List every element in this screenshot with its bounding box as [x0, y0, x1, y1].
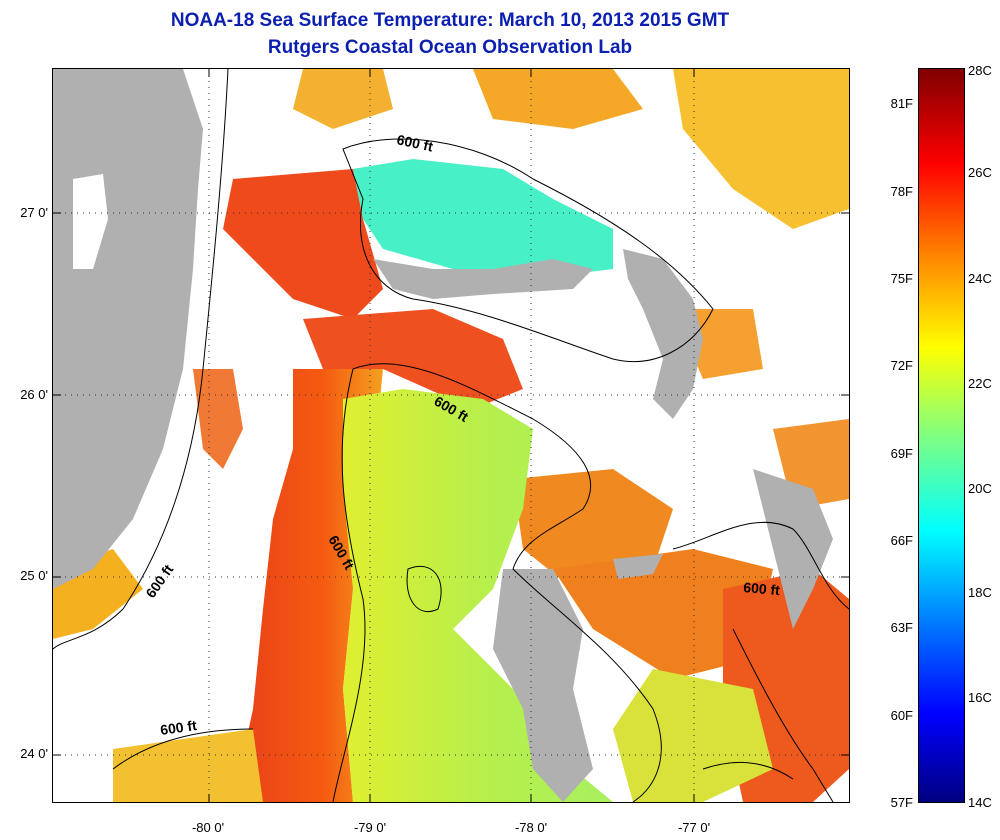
- lon-label-79: -79 0': [353, 820, 387, 835]
- map-subtitle: Rutgers Coastal Ocean Observation Lab: [267, 37, 633, 58]
- contour-label-5: 600 ft: [743, 579, 781, 598]
- cb-f-60: 60F: [890, 708, 913, 723]
- cb-f-63: 63F: [890, 620, 913, 635]
- lat-label-27: 27 0': [20, 205, 48, 220]
- map-title: NOAA-18 Sea Surface Temperature: March 1…: [170, 10, 730, 31]
- contour-label-6: 600 ft: [159, 717, 198, 738]
- cb-f-69: 69F: [890, 446, 913, 461]
- cb-f-81: 81F: [890, 96, 913, 111]
- cb-f-66: 66F: [890, 533, 913, 548]
- cb-c-28: 28C: [968, 63, 992, 78]
- lon-label-78: -78 0': [514, 820, 548, 835]
- lat-label-24: 24 0': [20, 746, 48, 761]
- cb-c-16: 16C: [968, 690, 992, 705]
- graticule: [53, 69, 849, 802]
- nassau-land: [613, 554, 663, 579]
- contour-label-1: 600 ft: [395, 131, 434, 154]
- sst-map: 600 ft 600 ft 600 ft 600 ft 600 ft 600 f…: [52, 68, 850, 803]
- abaco-land: [623, 249, 703, 419]
- cb-c-20: 20C: [968, 481, 992, 496]
- cb-c-22: 22C: [968, 376, 992, 391]
- sst-warm-patches: [53, 69, 849, 802]
- depth-contours: [53, 69, 849, 802]
- lon-label-77: -77 0': [677, 820, 711, 835]
- eleuthera-land: [753, 469, 833, 629]
- sst-map-canvas: 600 ft 600 ft 600 ft 600 ft 600 ft 600 f…: [53, 69, 849, 802]
- grand-bahama-land: [373, 259, 593, 299]
- lake-okeechobee: [73, 174, 108, 269]
- cb-c-26: 26C: [968, 165, 992, 180]
- sst-cool-water: [353, 159, 613, 279]
- lat-label-26: 26 0': [20, 387, 48, 402]
- lat-label-25: 25 0': [20, 568, 48, 583]
- cb-f-72: 72F: [890, 358, 913, 373]
- cb-c-18: 18C: [968, 585, 992, 600]
- map-ticks: [53, 69, 849, 802]
- andros-land: [493, 569, 593, 802]
- cb-c-24: 24C: [968, 271, 992, 286]
- cb-f-75: 75F: [890, 271, 913, 286]
- cb-f-78: 78F: [890, 184, 913, 199]
- cb-c-14: 14C: [968, 795, 992, 810]
- temperature-colorbar: [918, 68, 965, 803]
- florida-land: [53, 69, 203, 589]
- cb-f-57: 57F: [890, 795, 913, 810]
- lon-label-80: -80 0': [191, 820, 225, 835]
- sst-bank-water: [343, 389, 613, 802]
